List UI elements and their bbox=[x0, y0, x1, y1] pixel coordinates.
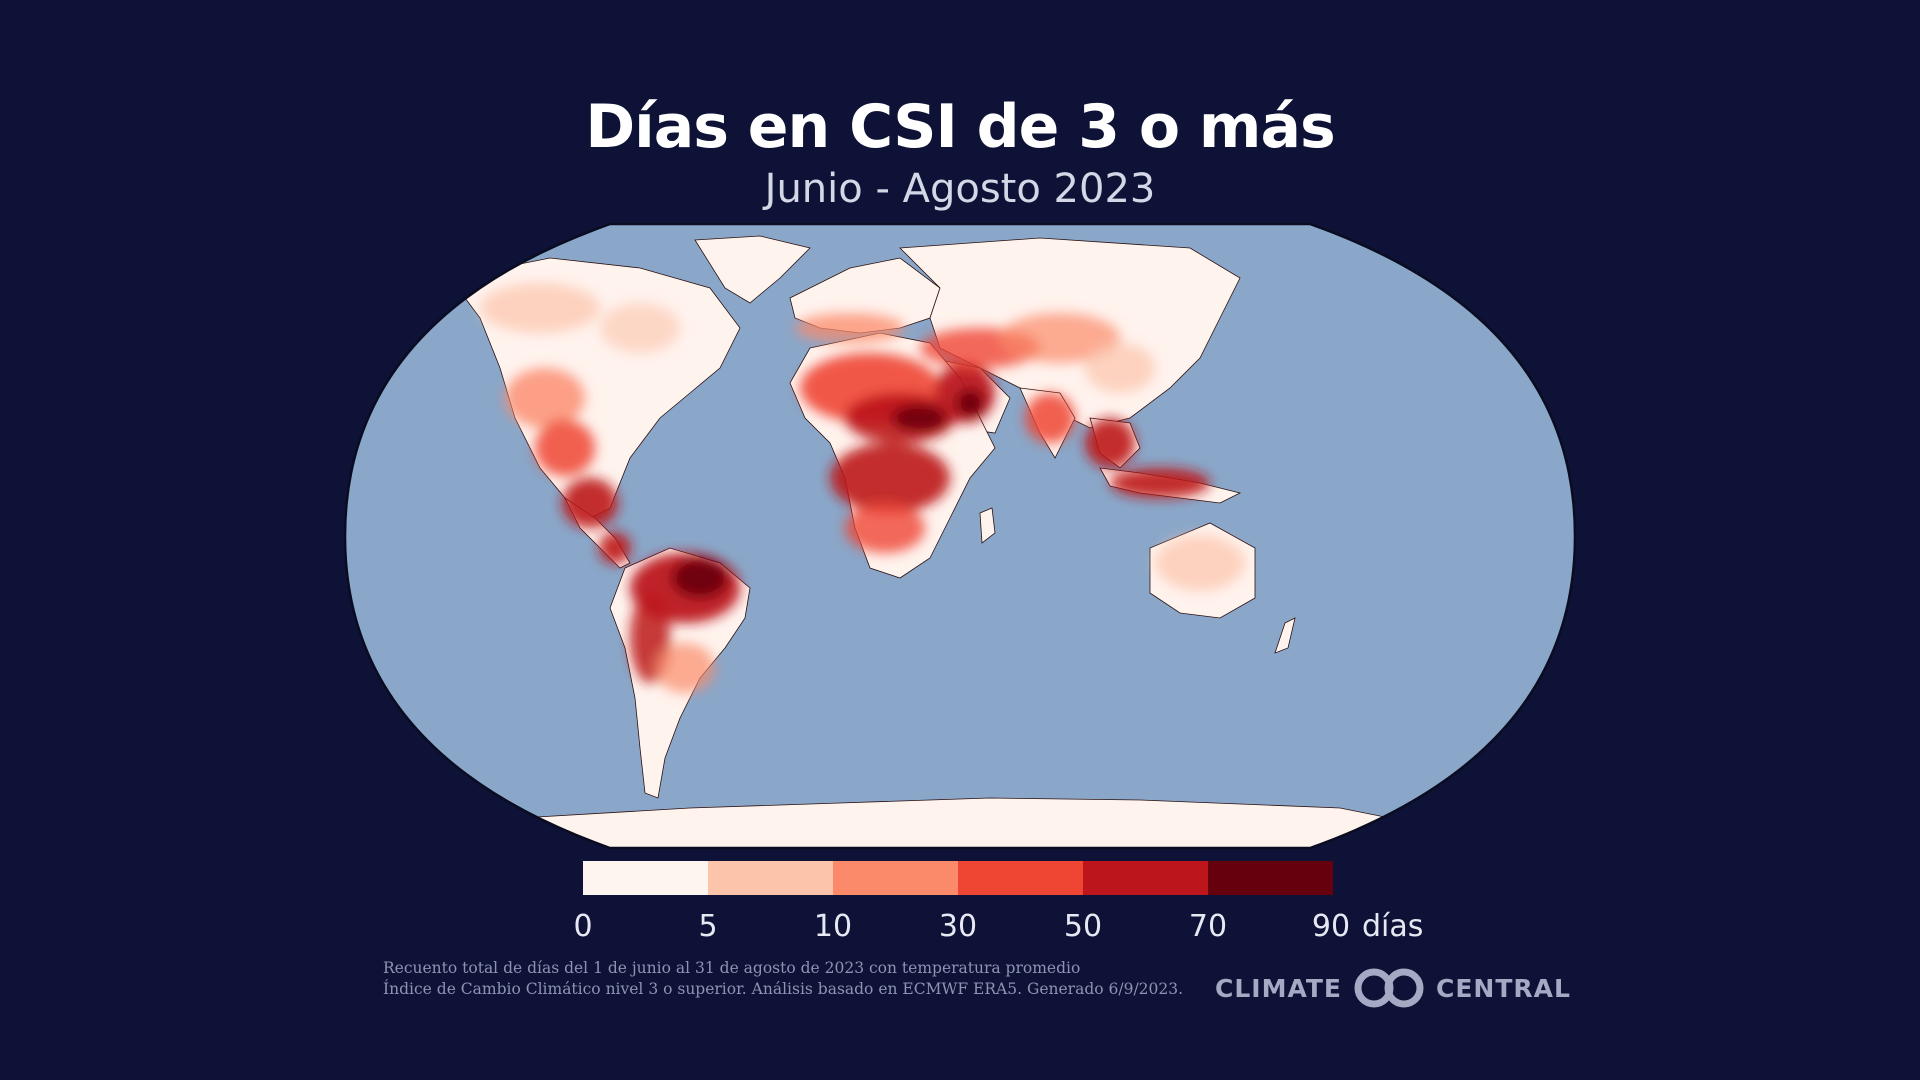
legend-swatch bbox=[583, 861, 708, 895]
legend-unit: días bbox=[1362, 909, 1424, 944]
legend-tick: 5 bbox=[698, 909, 718, 944]
legend-swatch bbox=[958, 861, 1083, 895]
map-globe bbox=[343, 222, 1577, 850]
climate-central-logo: CLIMATE CENTRAL bbox=[1215, 966, 1571, 1010]
legend-tick: 70 bbox=[1188, 909, 1228, 944]
new-zealand bbox=[1274, 617, 1296, 654]
legend-swatch bbox=[1208, 861, 1333, 895]
greenland bbox=[694, 235, 811, 304]
world-map bbox=[343, 222, 1577, 850]
legend-swatch bbox=[1083, 861, 1208, 895]
page-title: Días en CSI de 3 o más bbox=[585, 92, 1335, 162]
legend-tick: 10 bbox=[813, 909, 853, 944]
legend-tick: 30 bbox=[938, 909, 978, 944]
legend-tick: 90 bbox=[1311, 909, 1351, 944]
climate-central-logo-icon bbox=[1354, 968, 1424, 1008]
footnote-line: Recuento total de días del 1 de junio al… bbox=[383, 959, 1081, 977]
csi-heat-layer bbox=[480, 283, 1245, 693]
logo-text-left: CLIMATE bbox=[1215, 973, 1342, 1003]
madagascar bbox=[979, 507, 996, 544]
legend-swatch bbox=[708, 861, 833, 895]
legend-color-bar bbox=[583, 861, 1333, 895]
legend-tick: 0 bbox=[573, 909, 593, 944]
footnote: Recuento total de días del 1 de junio al… bbox=[383, 958, 1183, 1000]
page-subtitle: Junio - Agosto 2023 bbox=[764, 166, 1156, 212]
antarctica bbox=[489, 797, 1441, 848]
legend-swatch bbox=[833, 861, 958, 895]
logo-text-right: CENTRAL bbox=[1436, 973, 1571, 1003]
legend-tick: 50 bbox=[1063, 909, 1103, 944]
footnote-line: Índice de Cambio Climático nivel 3 o sup… bbox=[383, 980, 1184, 998]
